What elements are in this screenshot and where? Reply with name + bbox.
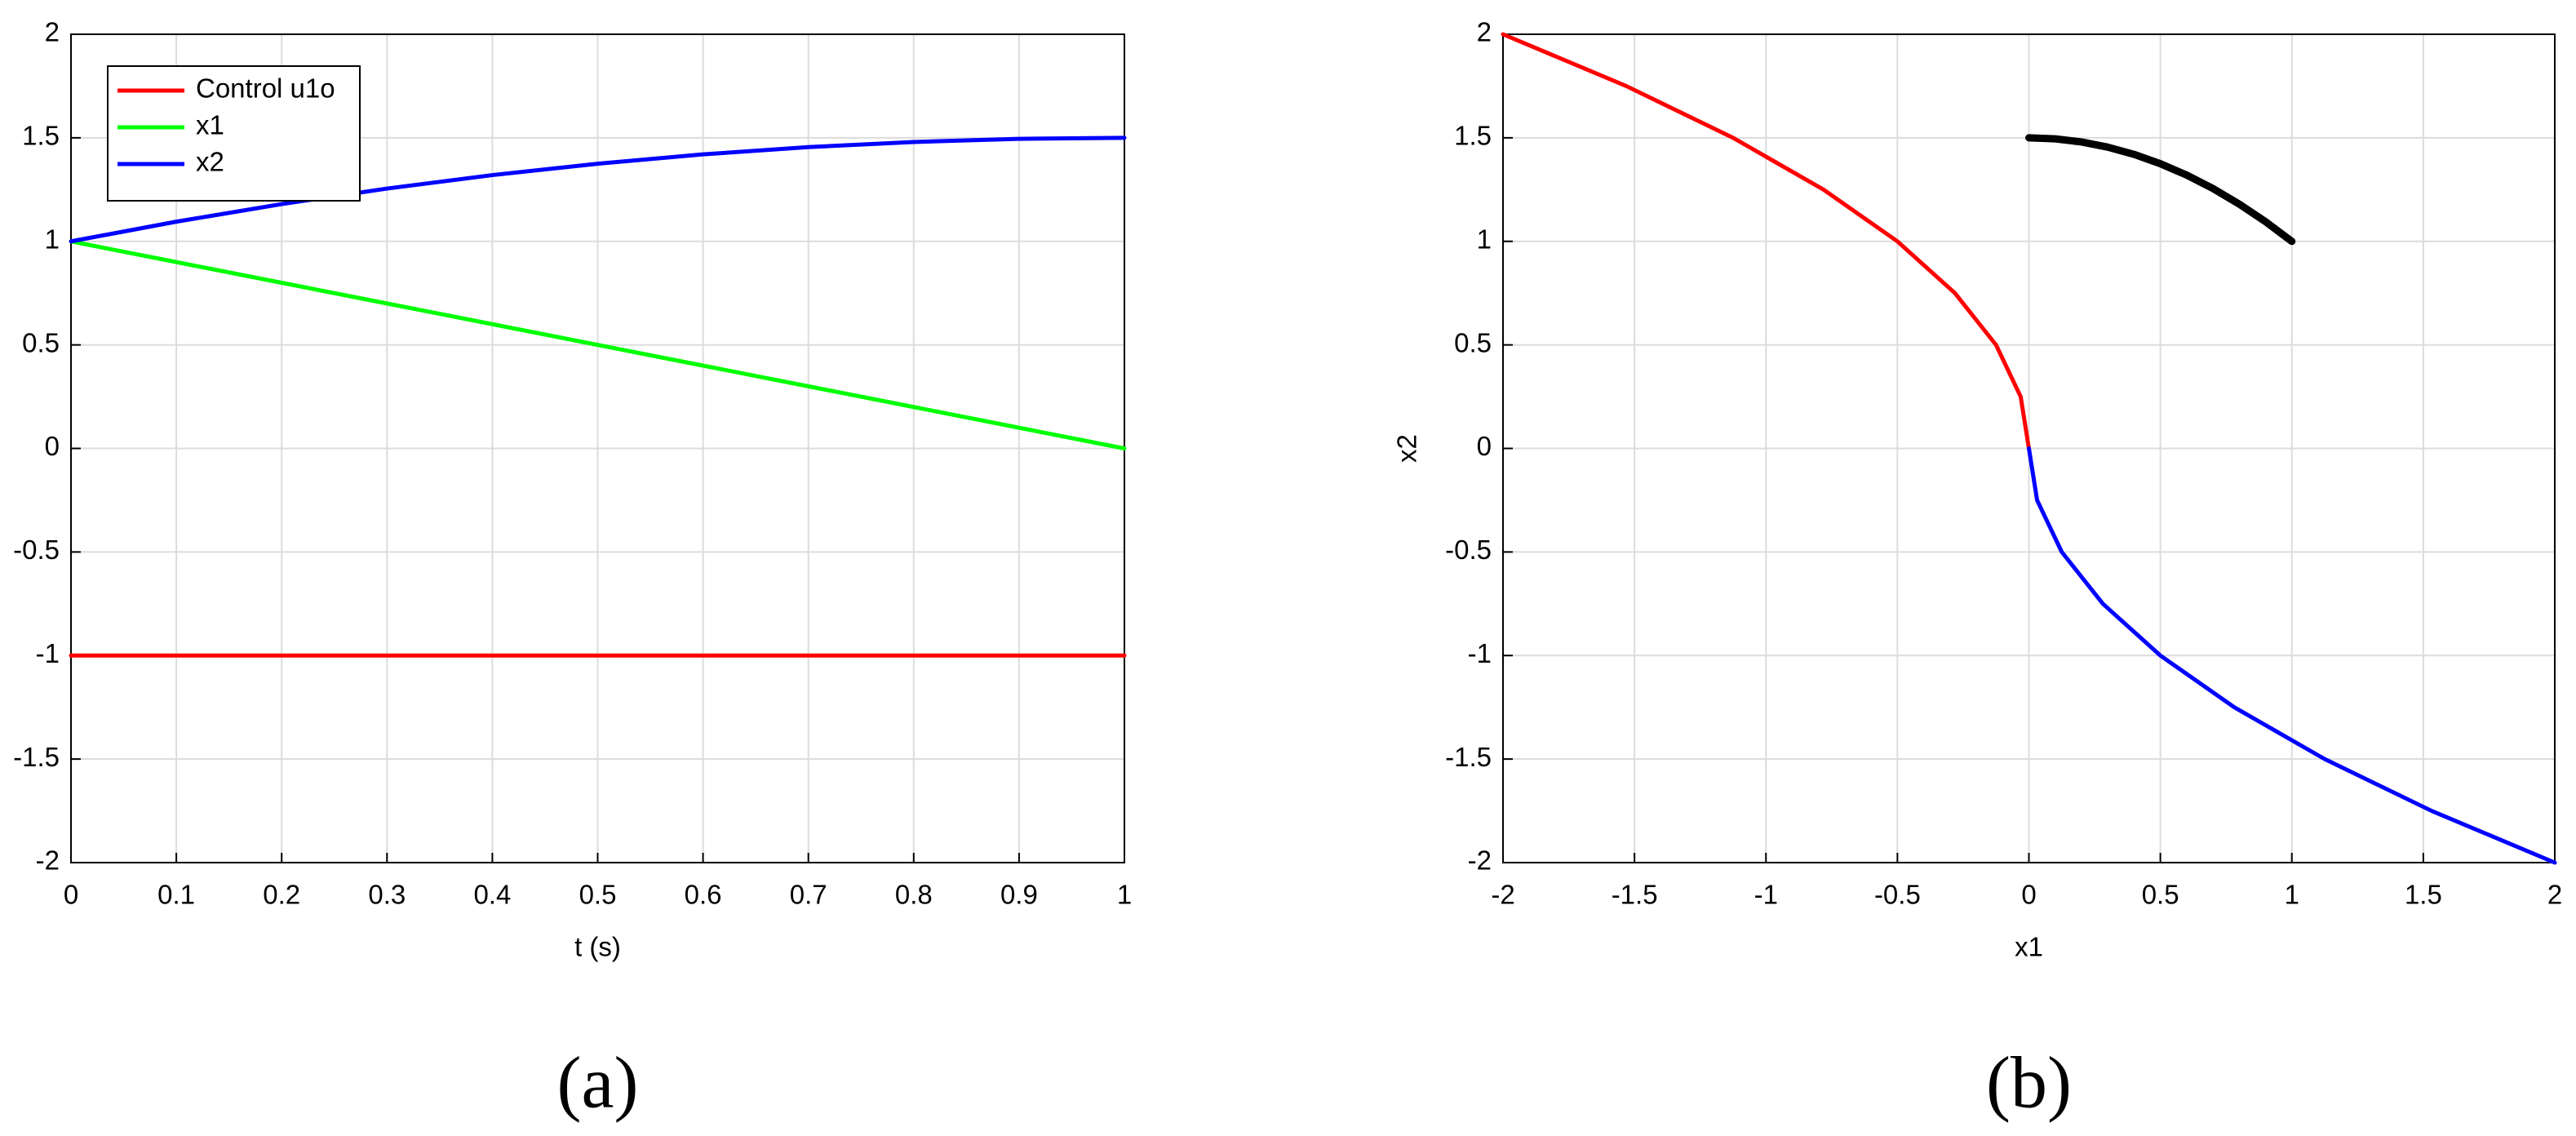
y-tick-label: 0.5 — [1454, 327, 1492, 357]
y-tick-label: 0.5 — [22, 327, 60, 357]
caption: (b) — [1986, 1043, 2072, 1124]
x-axis-label: x1 — [2015, 932, 2043, 962]
y-tick-label: -1.5 — [1445, 742, 1492, 772]
x-axis-label: t (s) — [574, 932, 621, 962]
legend-label: x2 — [196, 147, 224, 177]
x-tick-label: 1 — [2285, 880, 2299, 910]
y-tick-label: 2 — [45, 17, 60, 47]
x-tick-label: -2 — [1491, 880, 1514, 910]
series-line — [69, 239, 1127, 450]
x-tick-label: 2 — [2547, 880, 2562, 910]
x-tick-label: 0.2 — [263, 880, 300, 910]
x-tick-label: 0 — [2021, 880, 2036, 910]
y-tick-label: 1.5 — [22, 121, 60, 151]
y-tick-label: -2 — [1468, 845, 1492, 876]
y-tick-label: -0.5 — [13, 535, 60, 565]
x-tick-label: -1 — [1754, 880, 1778, 910]
x-tick-label: 0.8 — [895, 880, 933, 910]
x-tick-label: 0.1 — [157, 880, 195, 910]
y-tick-label: 1.5 — [1454, 121, 1492, 151]
x-tick-label: -1.5 — [1612, 880, 1658, 910]
y-tick-label: 2 — [1477, 17, 1492, 47]
x-tick-label: 0 — [64, 880, 78, 910]
caption: (a) — [557, 1043, 639, 1124]
y-tick-label: 0 — [45, 431, 60, 461]
y-tick-label: 1 — [45, 224, 60, 254]
y-tick-label: 0 — [1477, 431, 1492, 461]
x-tick-label: 0.5 — [2142, 880, 2179, 910]
series-line — [69, 135, 1127, 244]
y-tick-label: 1 — [1477, 224, 1492, 254]
x-tick-label: 0.6 — [685, 880, 722, 910]
x-tick-label: 1.5 — [2405, 880, 2442, 910]
y-axis-label: x2 — [1392, 434, 1422, 463]
y-tick-label: -0.5 — [1445, 535, 1492, 565]
series-line — [1501, 32, 2031, 450]
legend-label: Control u1o — [196, 73, 335, 104]
series-line — [2025, 134, 2296, 246]
y-tick-label: -1 — [36, 638, 60, 668]
x-tick-label: 0.7 — [790, 880, 827, 910]
y-tick-label: -1 — [1468, 638, 1492, 668]
x-tick-label: 0.4 — [473, 880, 511, 910]
x-tick-label: 0.3 — [368, 880, 406, 910]
legend-label: x1 — [196, 110, 224, 140]
y-tick-label: -2 — [36, 845, 60, 876]
x-tick-label: -0.5 — [1874, 880, 1921, 910]
axes-box — [1502, 33, 2556, 863]
x-tick-label: 1 — [1117, 880, 1132, 910]
y-tick-label: -1.5 — [13, 742, 60, 772]
series-line — [2027, 446, 2557, 865]
x-tick-label: 0.5 — [579, 880, 617, 910]
x-tick-label: 0.9 — [1000, 880, 1038, 910]
